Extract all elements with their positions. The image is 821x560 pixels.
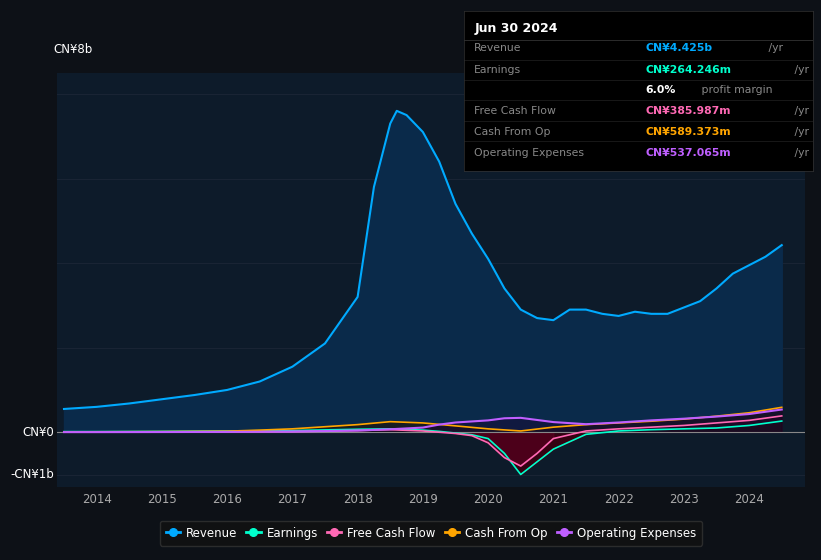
Text: Cash From Op: Cash From Op bbox=[475, 127, 551, 137]
Text: CN¥589.373m: CN¥589.373m bbox=[645, 127, 731, 137]
Text: /yr: /yr bbox=[791, 66, 810, 76]
Text: Earnings: Earnings bbox=[475, 66, 521, 76]
Text: CN¥264.246m: CN¥264.246m bbox=[645, 66, 732, 76]
Text: 6.0%: 6.0% bbox=[645, 86, 676, 95]
Text: profit margin: profit margin bbox=[699, 86, 773, 95]
Text: Jun 30 2024: Jun 30 2024 bbox=[475, 22, 557, 35]
Text: Revenue: Revenue bbox=[475, 43, 522, 53]
Legend: Revenue, Earnings, Free Cash Flow, Cash From Op, Operating Expenses: Revenue, Earnings, Free Cash Flow, Cash … bbox=[159, 521, 703, 545]
Text: Free Cash Flow: Free Cash Flow bbox=[475, 106, 556, 116]
Text: /yr: /yr bbox=[791, 127, 810, 137]
Text: Operating Expenses: Operating Expenses bbox=[475, 148, 585, 158]
Text: /yr: /yr bbox=[791, 148, 810, 158]
Text: CN¥537.065m: CN¥537.065m bbox=[645, 148, 731, 158]
Text: CN¥8b: CN¥8b bbox=[53, 43, 93, 56]
Text: CN¥385.987m: CN¥385.987m bbox=[645, 106, 731, 116]
Text: CN¥4.425b: CN¥4.425b bbox=[645, 43, 713, 53]
Text: /yr: /yr bbox=[791, 106, 810, 116]
Text: /yr: /yr bbox=[764, 43, 782, 53]
Text: -CN¥1b: -CN¥1b bbox=[10, 468, 53, 481]
Text: CN¥0: CN¥0 bbox=[22, 426, 53, 438]
